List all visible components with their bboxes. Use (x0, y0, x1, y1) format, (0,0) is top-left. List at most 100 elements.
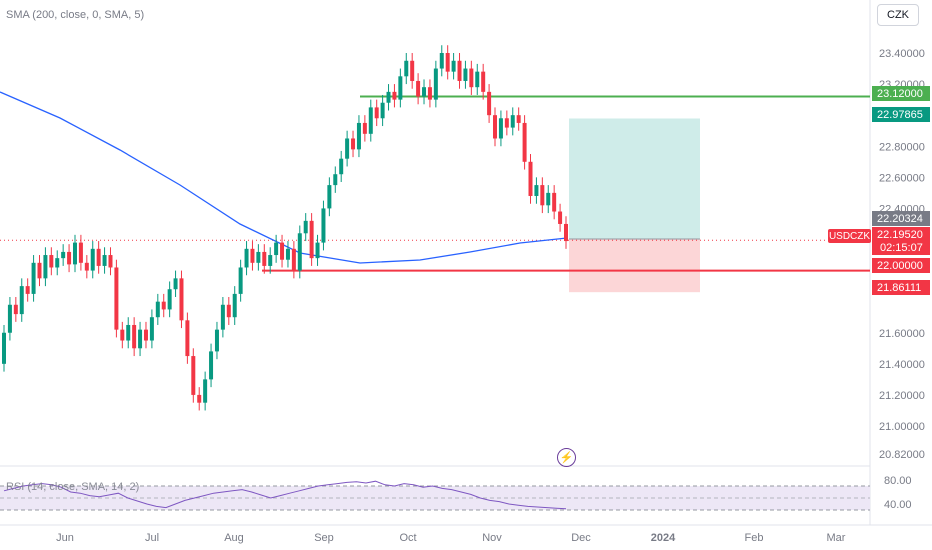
candle-body (481, 71, 486, 92)
candle-body (179, 278, 184, 321)
candle-body (31, 262, 36, 294)
candle-body (7, 304, 12, 333)
candle-body (333, 174, 338, 186)
candle-body (504, 118, 509, 128)
price-tick-label: 21.40000 (879, 359, 925, 371)
candle-body (427, 87, 432, 100)
candle-body (209, 351, 214, 380)
lightning-icon[interactable]: ⚡ (557, 448, 576, 467)
price-tick-label: 22.80000 (879, 141, 925, 153)
candle-body (149, 317, 154, 341)
candle-body (552, 192, 557, 212)
take-profit-tag: 22.97865 (872, 107, 930, 122)
candle-body (143, 329, 148, 341)
candle-body (475, 71, 480, 88)
sma-value-tag: 22.20324 (872, 211, 930, 226)
red-line-price-tag: 22.00000 (872, 258, 930, 273)
candle-body (540, 185, 545, 206)
candle-body (238, 267, 243, 294)
time-tick-label: Dec (571, 532, 591, 544)
candle-body (303, 220, 308, 234)
loss-zone (569, 238, 700, 293)
candle-body (84, 262, 89, 271)
candle-body (327, 185, 332, 209)
price-tick-label: 21.00000 (879, 421, 925, 433)
candle-body (362, 122, 367, 134)
candle-body (457, 60, 462, 81)
candle-body (498, 118, 503, 139)
price-tick-label: 23.40000 (879, 48, 925, 60)
time-tick-label: Sep (314, 532, 334, 544)
candle-body (191, 356, 196, 395)
sma-indicator-label[interactable]: SMA (200, close, 0, SMA, 5) (6, 9, 145, 21)
candle-body (386, 91, 391, 103)
candle-body (268, 255, 273, 266)
candle-body (433, 68, 438, 100)
candle-body (274, 242, 279, 256)
time-tick-label: Feb (745, 532, 764, 544)
time-tick-label: Aug (224, 532, 244, 544)
candle-body (43, 255, 48, 279)
stop-loss-tag: 21.86111 (872, 280, 930, 295)
candle-body (108, 255, 113, 268)
candle-body (546, 192, 551, 206)
time-tick-label: 2024 (651, 532, 676, 544)
candle-body (280, 242, 285, 260)
candle-body (351, 138, 356, 150)
candle-body (380, 102, 385, 119)
time-tick-label: Jun (56, 532, 74, 544)
profit-zone (569, 118, 700, 239)
candle-body (410, 60, 415, 81)
candle-body (439, 53, 444, 69)
candle-body (398, 76, 403, 100)
candle-body (534, 185, 539, 196)
candle-body (185, 320, 190, 357)
candle-body (102, 255, 107, 266)
time-tick-label: Mar (827, 532, 846, 544)
candle-body (315, 242, 320, 259)
candle-body (416, 80, 421, 97)
candle-body (451, 60, 456, 72)
candle-body (155, 301, 160, 318)
rsi-tick-label: 40.00 (884, 499, 912, 511)
candle-body (161, 301, 166, 310)
candle-body (250, 248, 255, 263)
candle-body (262, 251, 267, 266)
candle-body (19, 286, 24, 315)
candle-body (345, 138, 350, 159)
candle-body (25, 286, 30, 294)
candle-body (392, 91, 397, 100)
candle-body (173, 278, 178, 290)
candle-body (469, 68, 474, 88)
time-tick-label: Oct (399, 532, 416, 544)
rsi-line (3, 480, 567, 510)
rsi-indicator-label[interactable]: RSI (14, close, SMA, 14, 2) (6, 481, 140, 493)
candle-body (404, 60, 409, 77)
candle-body (487, 91, 492, 116)
candle-body (214, 329, 219, 352)
candle-body (493, 115, 498, 139)
candle-body (120, 329, 125, 341)
candle-body (197, 394, 202, 403)
price-tick-label: 21.60000 (879, 328, 925, 340)
candle-body (564, 223, 568, 242)
candle-body (422, 87, 427, 97)
price-tick-label: 21.20000 (879, 390, 925, 402)
candle-body (226, 304, 231, 318)
candle-body (510, 115, 515, 128)
candle-body (132, 324, 137, 349)
candle-body (72, 242, 77, 265)
candle-body (463, 68, 468, 81)
currency-button[interactable]: CZK (877, 4, 919, 26)
sma-200-line (0, 91, 568, 264)
price-tick-label: 22.60000 (879, 172, 925, 184)
candle-body (285, 248, 290, 260)
candle-body (67, 251, 72, 265)
candle-body (90, 248, 95, 271)
candle-body (49, 255, 54, 268)
candle-body (291, 248, 296, 271)
candle-body (37, 262, 42, 279)
candle-body (203, 379, 208, 403)
candle-body (167, 289, 172, 310)
